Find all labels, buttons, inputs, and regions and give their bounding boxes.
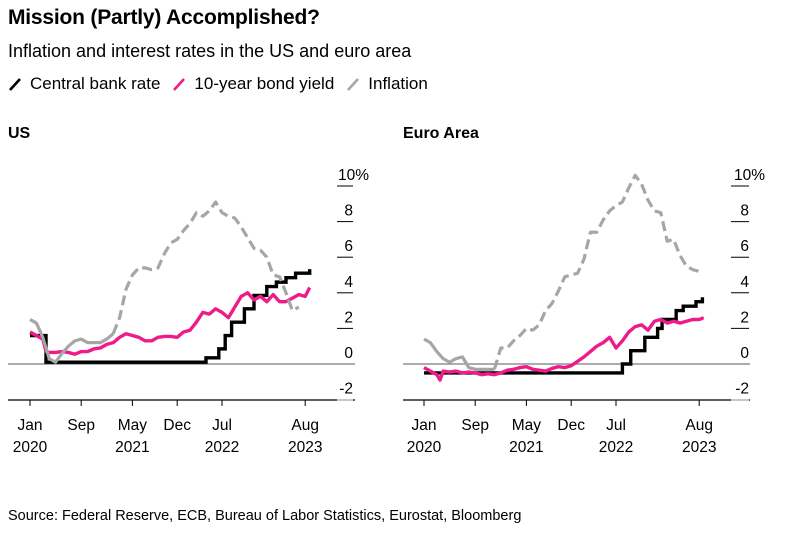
chart-title: Mission (Partly) Accomplished? bbox=[8, 6, 320, 29]
x-tick-label: May bbox=[512, 417, 542, 434]
x-tick-label-year: 2022 bbox=[599, 439, 633, 456]
legend-item-inflation: Inflation bbox=[346, 74, 428, 94]
series-line-10-year-bond-yield bbox=[29, 286, 312, 356]
series-line-10-year-bond-yield bbox=[423, 316, 705, 382]
us-chart: 10% 8 6 4 2 0 -2 Jan 2020 Sep May 2021 Dec Jul 2022 Aug… bbox=[8, 167, 369, 456]
y-tick-label: 6 bbox=[740, 238, 749, 255]
legend-item-bond-yield: 10-year bond yield bbox=[172, 74, 334, 94]
x-tick-label: Jan bbox=[18, 417, 43, 434]
panel-title-euro-area: Euro Area bbox=[403, 125, 479, 142]
y-tick-label: 2 bbox=[740, 309, 749, 326]
y-tick-label: 8 bbox=[344, 203, 353, 220]
slash-line-icon bbox=[9, 78, 21, 91]
slash-line-icon bbox=[173, 78, 186, 91]
x-tick-label-year: 2020 bbox=[13, 439, 48, 456]
source-note: Source: Federal Reserve, ECB, Bureau of … bbox=[8, 508, 522, 524]
series-line-inflation-solid bbox=[29, 318, 115, 364]
legend-label: Central bank rate bbox=[30, 74, 161, 93]
series-line-inflation-solid bbox=[423, 337, 495, 371]
panel-title-us: US bbox=[8, 125, 31, 142]
legend-label: Inflation bbox=[368, 74, 428, 93]
legend-label: 10-year bond yield bbox=[194, 74, 335, 93]
x-tick-label: Dec bbox=[557, 417, 585, 434]
series-line-central-bank-rate bbox=[30, 269, 312, 364]
x-tick-label-year: 2023 bbox=[682, 439, 716, 456]
legend: Central bank rate 10-year bond yield Inf… bbox=[8, 74, 440, 94]
x-tick-label: Sep bbox=[461, 417, 489, 434]
y-tick-label: 4 bbox=[740, 274, 749, 291]
legend-swatch-central-bank-rate bbox=[9, 78, 21, 91]
x-tick-label: Aug bbox=[291, 417, 319, 434]
x-tick-label-year: 2020 bbox=[407, 439, 442, 456]
y-tick-label: 2 bbox=[344, 309, 353, 326]
x-tick-label-year: 2023 bbox=[288, 439, 322, 456]
y-tick-label: -2 bbox=[735, 381, 749, 398]
x-tick-label: Jul bbox=[606, 417, 626, 434]
y-tick-label: 8 bbox=[740, 203, 749, 220]
y-tick-label: 6 bbox=[344, 238, 353, 255]
x-tick-label-year: 2021 bbox=[115, 439, 149, 456]
x-tick-label: Sep bbox=[67, 417, 95, 434]
legend-swatch-inflation bbox=[347, 78, 360, 91]
x-tick-label-year: 2021 bbox=[509, 439, 543, 456]
y-tick-label: 10% bbox=[338, 167, 369, 184]
x-tick-label: Jul bbox=[212, 417, 232, 434]
x-tick-label: Dec bbox=[163, 417, 191, 434]
series-line-inflation-dashed bbox=[111, 200, 300, 335]
y-tick-label: 10% bbox=[734, 167, 765, 184]
y-tick-label: 4 bbox=[344, 274, 353, 291]
x-tick-label-year: 2022 bbox=[205, 439, 239, 456]
chart-subtitle: Inflation and interest rates in the US a… bbox=[8, 41, 412, 61]
x-tick-label: Jan bbox=[412, 417, 437, 434]
legend-item-central-bank-rate: Central bank rate bbox=[8, 74, 160, 94]
euro-area-chart: 10% 8 6 4 2 0 -2 Jan 2020 Sep May 2021 Dec Jul 2022 Aug… bbox=[403, 167, 765, 456]
legend-swatch-bond-yield bbox=[173, 78, 186, 91]
series-line-inflation-dashed bbox=[492, 173, 700, 370]
series-line-central-bank-rate bbox=[424, 297, 705, 375]
slash-line-icon bbox=[347, 78, 360, 91]
x-tick-label: Aug bbox=[685, 417, 713, 434]
x-tick-label: May bbox=[118, 417, 148, 434]
y-tick-label: 0 bbox=[740, 345, 749, 362]
y-tick-label: -2 bbox=[339, 381, 353, 398]
y-tick-label: 0 bbox=[344, 345, 353, 362]
